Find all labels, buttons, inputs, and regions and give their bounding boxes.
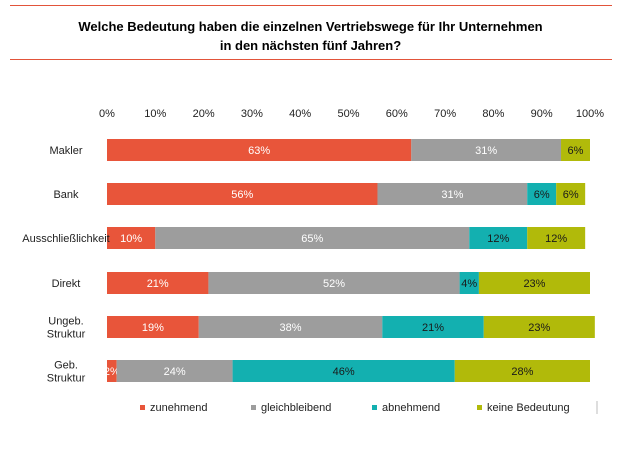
bar-value-label: 31% [475,145,497,157]
legend-label: keine Bedeutung [487,402,570,414]
bar-segment [382,316,484,338]
bar-value-label: 46% [333,366,355,378]
x-tick-label: 40% [289,108,311,120]
chart-legend: zunehmend gleichbleibend abnehmend keine Be… [140,401,598,414]
bar-value-label: 38% [280,322,302,334]
category-label: Direkt [52,278,81,290]
x-tick-label: 50% [337,108,359,120]
title-rule-bottom [10,59,612,60]
x-tick-label: 90% [531,108,553,120]
chart-title-line-1: Welche Bedeutung haben die einzelnen Ver… [78,19,543,34]
legend-swatch [372,405,377,410]
category-labels: Makler Bank Ausschließlichkeit Direkt Ungeb.… [22,145,109,385]
bar-segment [454,360,590,382]
x-tick-label: 100% [576,108,604,120]
bar-value-label: 24% [164,366,186,378]
bar-value-label: 10% [120,233,142,245]
bar-value-label: 12% [487,233,509,245]
bar-segment [107,139,412,161]
x-tick-label: 0% [99,108,115,120]
category-label: Bank [53,189,79,201]
bar-value-label: 28% [511,366,533,378]
bar-value-label: 6% [563,189,579,201]
bar-segment [107,183,378,205]
bar-segment [232,360,455,382]
bar-value-label: 6% [568,145,584,157]
title-rule-top [10,5,612,6]
legend-label: zunehmend [150,402,208,414]
bar-segment [107,227,156,249]
bar-value-label: 21% [147,278,169,290]
bar-value-label: 4% [461,278,477,290]
bar-value-label: 65% [301,233,323,245]
bar-segment [459,272,479,294]
bar-segment [107,316,199,338]
bar-segment [208,272,460,294]
x-tick-label: 70% [434,108,456,120]
chart-title-line-2: in den nächsten fünf Jahren? [219,38,402,53]
x-axis-ticks: 0% 10% 20% 30% 40% 50% 60% 70% 80% 90% 100% [99,108,604,120]
bar-segment [561,139,590,161]
bar-value-label: 21% [422,322,444,334]
x-tick-label: 80% [482,108,504,120]
bar-segment [556,183,586,205]
x-tick-label: 20% [193,108,215,120]
bar-segment [155,227,470,249]
category-label: Struktur [47,329,86,341]
bar-value-label: 23% [523,278,545,290]
x-tick-label: 30% [241,108,263,120]
category-label: Geb. [54,360,78,372]
legend-swatch [140,405,145,410]
legend-label: gleichbleibend [261,402,331,414]
bar-segment [483,316,595,338]
bar-segment [377,183,528,205]
bar-value-label: 56% [231,189,253,201]
legend-label: abnehmend [382,402,440,414]
bar-series: 63% 31% 6% 56% 31% 6% 6% 10% 65% 12% 12% 21% 52% 4% 23… [104,139,595,382]
bar-value-label: 52% [323,278,345,290]
category-label: Ungeb. [48,316,83,328]
bar-segment [478,272,590,294]
chart-title: Welche Bedeutung haben die einzelnen Ver… [0,17,621,55]
category-label: Struktur [47,373,86,385]
bar-segment [411,139,562,161]
bar-value-label: 12% [545,233,567,245]
bar-segment [527,227,586,249]
bar-value-label: 31% [441,189,463,201]
bar-segment [107,360,117,382]
category-label: Makler [49,145,82,157]
category-label: Ausschließlichkeit [22,233,109,245]
bar-segment [527,183,557,205]
bar-value-label: 6% [534,189,550,201]
bar-value-label: 19% [142,322,164,334]
bar-segment [198,316,383,338]
bar-segment [469,227,528,249]
x-tick-label: 10% [144,108,166,120]
bar-value-label: 2% [104,366,120,378]
legend-swatch [477,405,482,410]
bar-segment [107,272,209,294]
x-tick-label: 60% [386,108,408,120]
bar-value-label: 23% [528,322,550,334]
legend-swatch [251,405,256,410]
bar-segment [116,360,233,382]
bar-value-label: 63% [248,145,270,157]
